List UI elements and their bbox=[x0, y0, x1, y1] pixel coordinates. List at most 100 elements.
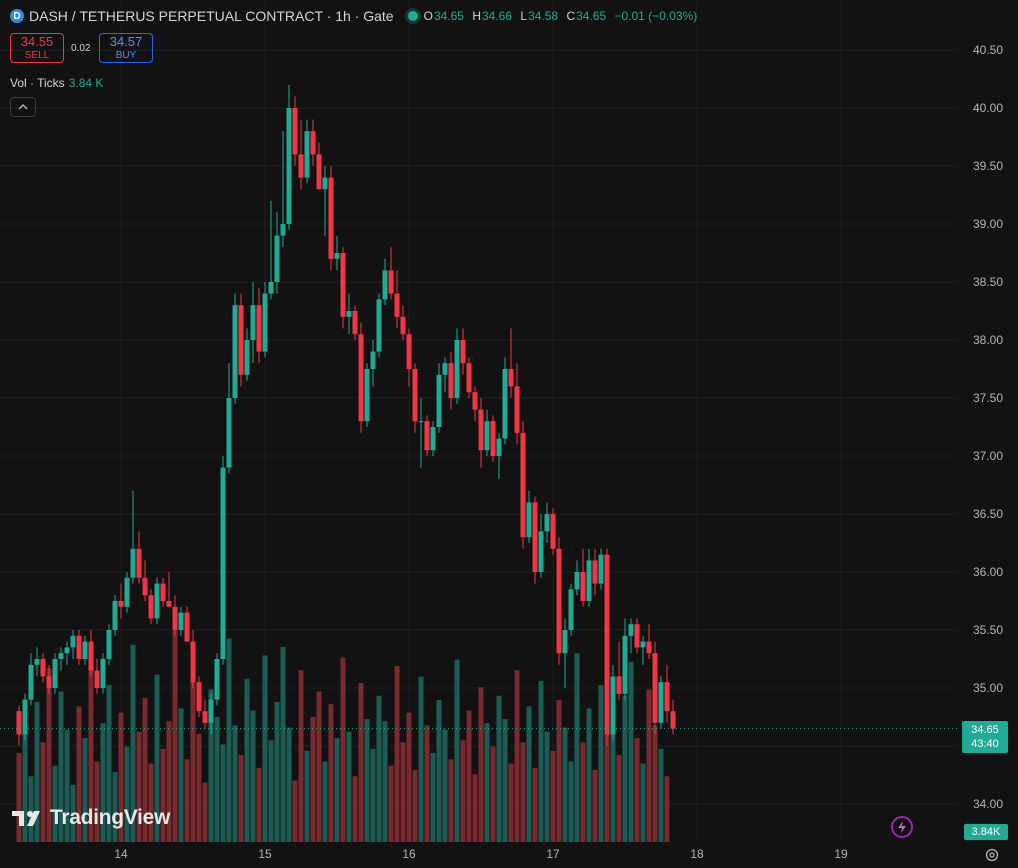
volume-bar bbox=[616, 755, 622, 842]
candle-body bbox=[622, 635, 628, 694]
volume-bar bbox=[136, 731, 142, 842]
candle-body bbox=[190, 641, 196, 683]
time-tick-label: 18 bbox=[690, 847, 704, 861]
candle-body bbox=[322, 177, 328, 190]
candle-body bbox=[112, 601, 118, 630]
price-axis[interactable]: 40.50 40.00 39.50 39.00 38.50 38.00 37.50 37.00… bbox=[973, 43, 1003, 811]
volume-bar bbox=[76, 706, 82, 842]
candle-body bbox=[166, 601, 172, 607]
candle-body bbox=[88, 641, 94, 671]
candle-body bbox=[664, 682, 670, 712]
volume-bar bbox=[322, 761, 328, 842]
volume-bar bbox=[340, 657, 346, 842]
volume-bar bbox=[526, 706, 532, 842]
volume-bar bbox=[538, 680, 544, 842]
time-tick-label: 19 bbox=[834, 847, 848, 861]
volume-bar bbox=[598, 685, 604, 842]
candle-body bbox=[118, 601, 124, 607]
change-value: −0.01 (−0.03%) bbox=[614, 9, 698, 23]
price-tick-label: 35.50 bbox=[973, 623, 1003, 637]
volume-bar bbox=[310, 716, 316, 842]
candle-body bbox=[556, 548, 562, 654]
volume-bar bbox=[286, 727, 292, 842]
candle-body bbox=[286, 108, 292, 224]
candle-body bbox=[382, 270, 388, 300]
volume-bar bbox=[532, 767, 538, 842]
gear-icon[interactable] bbox=[984, 847, 1000, 863]
candle-body bbox=[466, 363, 472, 393]
volume-bar bbox=[550, 750, 556, 842]
volume-bar bbox=[94, 761, 100, 842]
candle-body bbox=[412, 369, 418, 422]
price-tick-label: 36.00 bbox=[973, 565, 1003, 579]
volume-bar bbox=[490, 746, 496, 842]
tradingview-logo[interactable]: TradingView bbox=[12, 806, 170, 830]
candle-body bbox=[130, 548, 136, 578]
volume-bar bbox=[16, 752, 22, 842]
volume-bar bbox=[352, 776, 358, 842]
price-tick-label: 35.00 bbox=[973, 681, 1003, 695]
candle-body bbox=[142, 577, 148, 596]
sell-button[interactable]: 34.55 SELL bbox=[10, 33, 64, 63]
volume-bar bbox=[472, 774, 478, 842]
candle-body bbox=[616, 676, 622, 694]
high-label: H bbox=[472, 9, 481, 23]
volume-bar bbox=[22, 719, 28, 842]
low-label: L bbox=[520, 9, 528, 23]
price-tick-label: 37.00 bbox=[973, 449, 1003, 463]
time-axis[interactable]: 14 15 16 17 18 19 bbox=[114, 847, 848, 861]
close-value: 34.65 bbox=[576, 9, 607, 23]
sell-label: SELL bbox=[24, 50, 50, 61]
volume-bar bbox=[118, 712, 124, 842]
buy-button[interactable]: 34.57 BUY bbox=[99, 33, 153, 63]
volume-bar bbox=[562, 727, 568, 842]
collapse-legend-button[interactable] bbox=[10, 97, 36, 117]
candle-body bbox=[58, 653, 64, 659]
volume-legend[interactable]: Vol · Ticks 3.84 K bbox=[10, 76, 103, 90]
candle-body bbox=[490, 421, 496, 456]
candles bbox=[16, 84, 676, 746]
volume-bar bbox=[172, 630, 178, 842]
candle-body bbox=[82, 641, 88, 659]
volume-bar bbox=[520, 742, 526, 842]
volume-bar bbox=[100, 723, 106, 842]
volume-bar bbox=[334, 738, 340, 842]
volume-bar bbox=[316, 691, 322, 842]
candle-body bbox=[478, 409, 484, 451]
candle-body bbox=[220, 467, 226, 659]
price-tick-label: 38.50 bbox=[973, 275, 1003, 289]
candle-body bbox=[646, 641, 652, 654]
volume-bar bbox=[508, 763, 514, 842]
volume-bar bbox=[142, 697, 148, 842]
volume-legend-label: Vol · Ticks bbox=[10, 76, 65, 90]
symbol-title[interactable]: DASH / TETHERUS PERPETUAL CONTRACT · 1h … bbox=[29, 8, 394, 24]
open-value: 34.65 bbox=[433, 9, 464, 23]
buy-label: BUY bbox=[115, 50, 137, 61]
candle-body bbox=[610, 676, 616, 735]
candle-body bbox=[598, 554, 604, 584]
candle-body bbox=[376, 299, 382, 352]
volume-bar bbox=[274, 702, 280, 842]
volume-bar bbox=[592, 769, 598, 842]
candle-body bbox=[628, 624, 634, 636]
tradingview-logo-text: TradingView bbox=[50, 806, 171, 829]
volume-bar bbox=[466, 710, 472, 842]
volume-bar bbox=[268, 740, 274, 842]
candle-body bbox=[178, 612, 184, 630]
dash-coin-icon[interactable]: D bbox=[10, 9, 24, 23]
candle-body bbox=[586, 560, 592, 601]
candle-body bbox=[346, 311, 352, 317]
time-tick-label: 15 bbox=[258, 847, 272, 861]
volume-bar bbox=[610, 721, 616, 842]
lightning-icon[interactable] bbox=[891, 816, 913, 838]
volume-bar bbox=[154, 674, 160, 842]
volume-bar bbox=[664, 776, 670, 842]
volume-bar bbox=[196, 733, 202, 842]
volume-bar bbox=[394, 666, 400, 842]
candle-body bbox=[250, 305, 256, 340]
volume-bar bbox=[556, 699, 562, 842]
candle-body bbox=[256, 305, 262, 352]
candle-body bbox=[430, 427, 436, 451]
chevron-up-icon bbox=[18, 104, 28, 110]
